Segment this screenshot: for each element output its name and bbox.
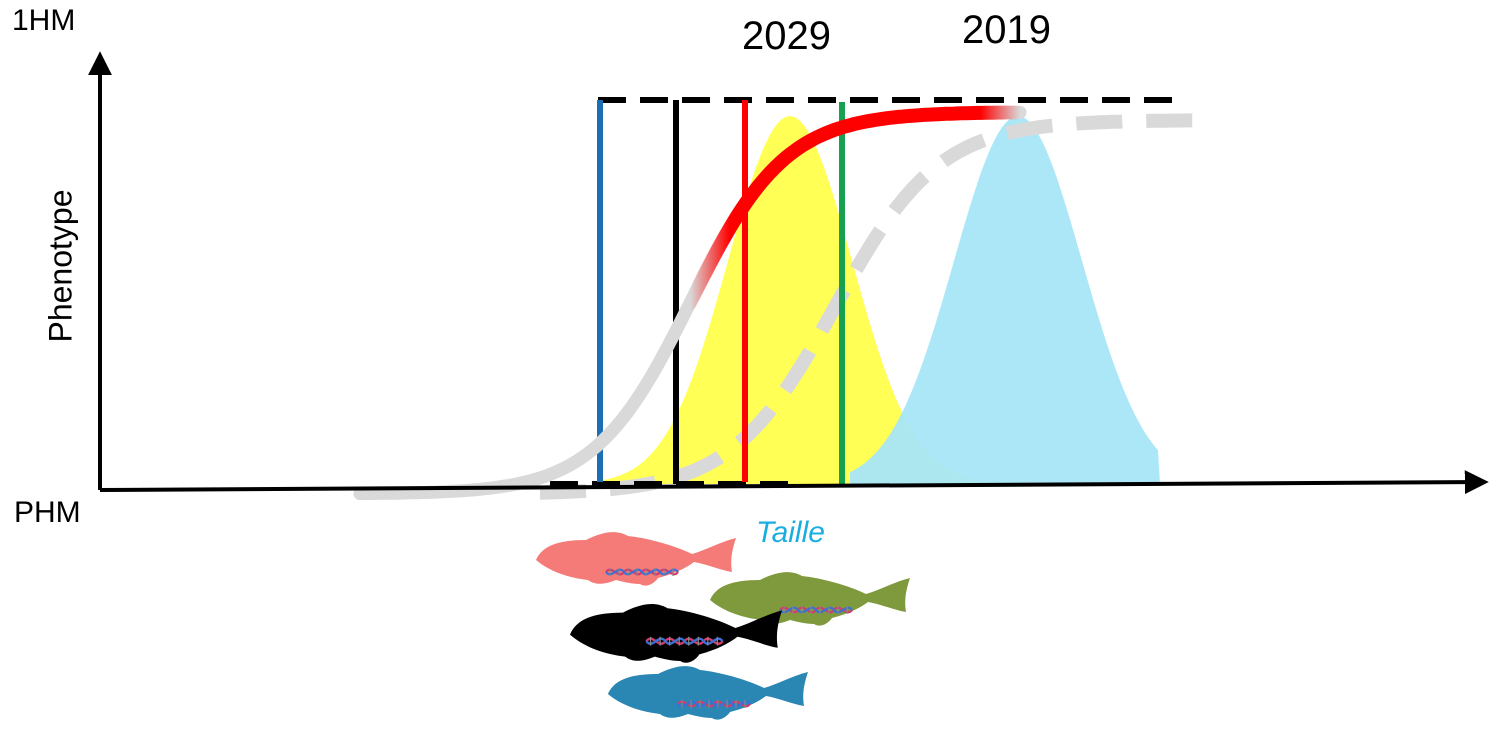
- year-label-2029: 2029: [742, 14, 831, 58]
- yellow-distribution-curve: [600, 116, 980, 484]
- year-label-2019: 2019: [962, 8, 1051, 52]
- red-reaction-norm: [683, 105, 1025, 310]
- x-axis-label: Taille: [756, 516, 825, 549]
- fish-olive-icon: [710, 572, 910, 626]
- y-axis-label: Phenotype: [42, 189, 79, 343]
- fish-teal-icon: [608, 666, 808, 720]
- fish-pink-icon: [536, 532, 736, 586]
- y-top-label: 1HM: [12, 4, 76, 37]
- x-axis: [99, 470, 1489, 495]
- blue-distribution-curve: [850, 116, 1160, 484]
- y-bottom-label: PHM: [14, 496, 81, 529]
